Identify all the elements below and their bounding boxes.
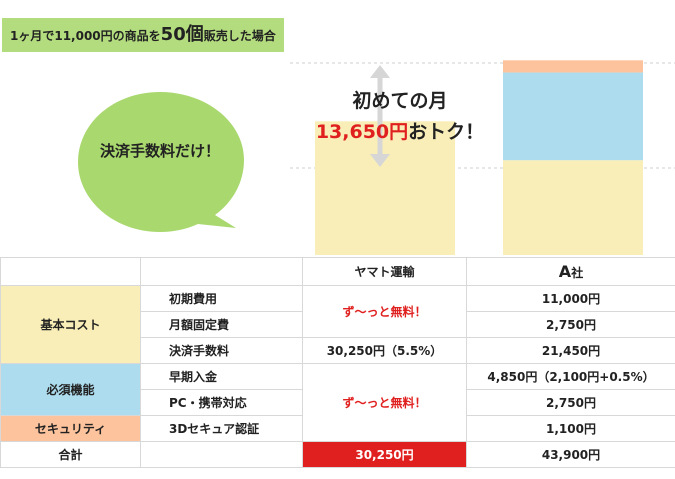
table-row: 必須機能 早期入金 ず〜っと無料！ 4,850円（2,100円+0.5%）: [0, 363, 675, 442]
category-security: セキュリティ: [0, 415, 141, 442]
row-label-fee: 決済手数料: [140, 337, 303, 364]
bubble-text: 決済手数料だけ！: [99, 142, 220, 160]
header-yamato: ヤマト運輸: [302, 257, 467, 286]
yamato-fee-value: 30,250円（5.5%）: [302, 337, 467, 364]
a-3d-secure-value: 1,100円: [466, 415, 675, 442]
header-banner: 1ヶ月で11,000円の商品を50個販売した場合: [2, 18, 284, 52]
header-company-a: A社: [466, 257, 675, 286]
comparison-table: ヤマト運輸 A社 基本コスト 初期費用 ず〜っと無料！ 11,000円 月額固定…: [0, 257, 675, 468]
header-empty-cell: [140, 257, 303, 286]
savings-title: 初めての月: [352, 90, 448, 112]
bar-segment: [503, 72, 643, 161]
row-label-3d-secure: 3Dセキュア認証: [140, 415, 303, 442]
comparison-chart: [290, 60, 675, 255]
category-basic-cost: 基本コスト: [0, 285, 141, 364]
total-empty-cell: [140, 441, 303, 468]
a-mobile-value: 2,750円: [466, 389, 675, 416]
a-fee-value: 21,450円: [466, 337, 675, 364]
savings-amount: 13,650円: [315, 121, 409, 143]
category-total: 合計: [0, 441, 141, 468]
difference-arrow-icon: [370, 65, 390, 167]
category-required: 必須機能: [0, 363, 141, 416]
table-total-row: 合計 30,250円 43,900円: [0, 441, 675, 468]
bar-segment: [503, 60, 643, 73]
a-initial-value: 11,000円: [466, 285, 675, 312]
header-count: 50個: [160, 24, 204, 45]
yamato-free-features: ず〜っと無料！: [302, 363, 467, 442]
header-prefix: 1ヶ月で11,000円の商品を: [10, 29, 161, 43]
table-row: セキュリティ 3Dセキュア認証 1,100円: [0, 415, 675, 442]
a-total: 43,900円: [466, 441, 675, 468]
speech-bubble: [78, 92, 244, 232]
savings-amount-suffix: おトク！: [408, 121, 485, 143]
row-label-initial: 初期費用: [140, 285, 303, 312]
table-row: 決済手数料 30,250円（5.5%） 21,450円: [1, 337, 675, 364]
header-a-letter: A: [558, 262, 572, 281]
header-empty-cell: [0, 257, 141, 286]
row-label-early: 早期入金: [140, 363, 303, 390]
table-row: PC・携帯対応 2,750円: [1, 389, 675, 416]
row-label-mobile: PC・携帯対応: [140, 389, 303, 416]
yamato-total: 30,250円: [302, 441, 467, 468]
header-suffix: 販売した場合: [203, 29, 276, 43]
yamato-free-basic: ず〜っと無料！: [302, 285, 467, 338]
savings-amount-line: 13,650円おトク！: [280, 117, 520, 144]
bar-segment: [315, 121, 455, 255]
table-header-row: ヤマト運輸 A社: [0, 257, 675, 286]
a-early-value: 4,850円（2,100円+0.5%）: [466, 363, 675, 390]
bar-segment: [503, 160, 643, 255]
table-row: 基本コスト 初期費用 ず〜っと無料！ 11,000円: [0, 285, 675, 364]
a-monthly-value: 2,750円: [466, 311, 675, 338]
row-label-monthly: 月額固定費: [140, 311, 303, 338]
header-a-suffix: 社: [571, 266, 584, 280]
